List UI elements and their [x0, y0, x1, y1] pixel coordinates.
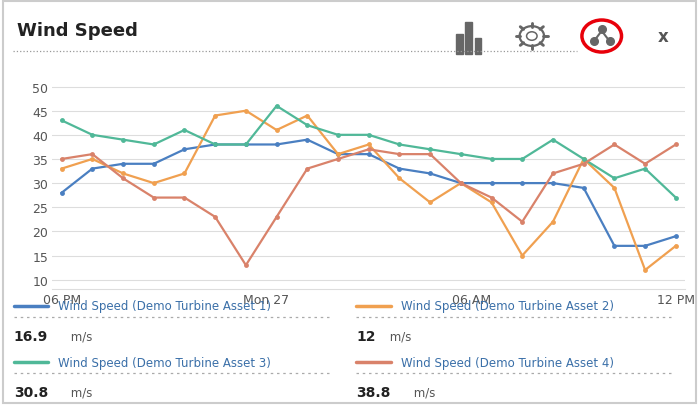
Text: m/s: m/s [67, 330, 93, 343]
Bar [466, 23, 472, 55]
Bar [456, 34, 463, 55]
Text: 38.8: 38.8 [356, 386, 391, 399]
Text: Wind Speed (Demo Turbine Asset 3): Wind Speed (Demo Turbine Asset 3) [58, 356, 271, 369]
Bar [475, 39, 481, 55]
Text: x: x [658, 28, 668, 46]
Text: m/s: m/s [67, 386, 93, 399]
Text: 12: 12 [356, 329, 376, 343]
Text: 16.9: 16.9 [14, 329, 48, 343]
Text: Wind Speed: Wind Speed [17, 21, 138, 39]
Text: Wind Speed (Demo Turbine Asset 2): Wind Speed (Demo Turbine Asset 2) [401, 300, 614, 313]
Text: Wind Speed (Demo Turbine Asset 1): Wind Speed (Demo Turbine Asset 1) [58, 300, 271, 313]
Text: Wind Speed (Demo Turbine Asset 4): Wind Speed (Demo Turbine Asset 4) [401, 356, 614, 369]
Text: m/s: m/s [410, 386, 435, 399]
Text: m/s: m/s [387, 330, 412, 343]
Text: 30.8: 30.8 [14, 386, 48, 399]
